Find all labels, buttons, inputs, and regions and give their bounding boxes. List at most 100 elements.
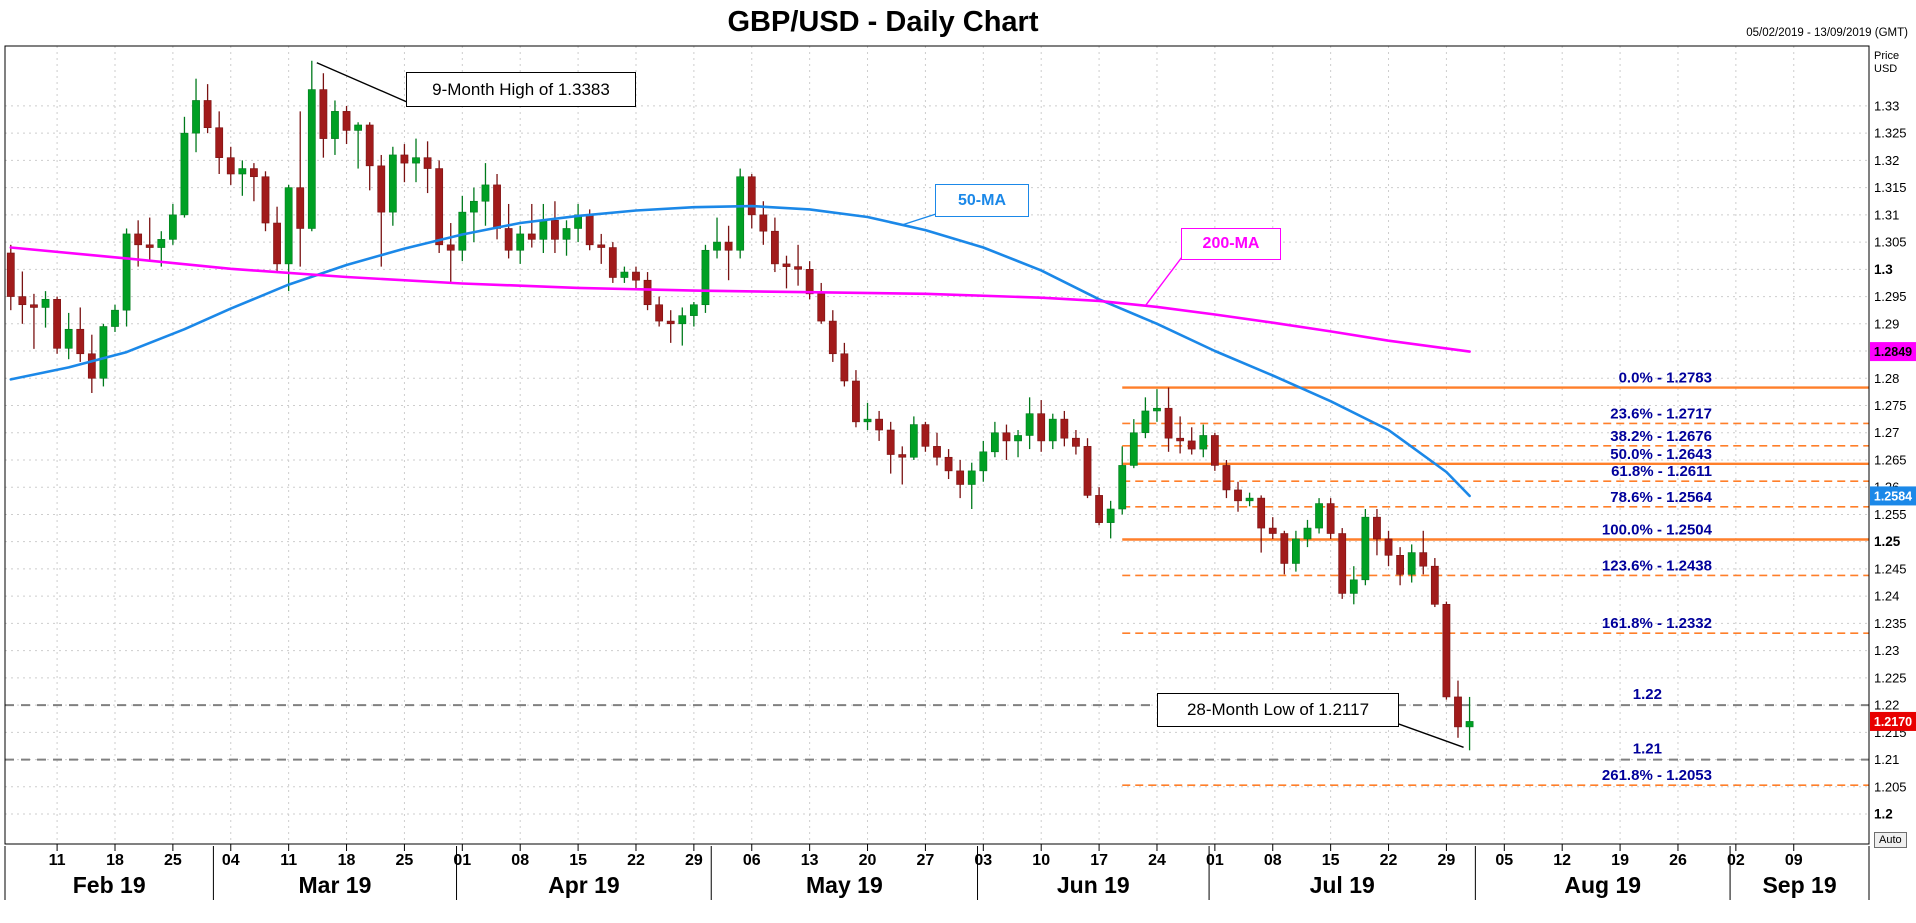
fib-level-label: 161.8% - 1.2332 [1602, 615, 1712, 632]
price-tick-label: 1.295 [1874, 289, 1907, 304]
day-tick-label: 06 [743, 852, 761, 869]
price-tick-label: 1.305 [1874, 235, 1907, 250]
price-tick-label: 1.3 [1874, 262, 1893, 277]
price-tick-label: 1.23 [1874, 643, 1899, 658]
candle [262, 177, 269, 223]
candle [702, 250, 709, 304]
day-tick-label: 19 [1611, 852, 1629, 869]
chart-window: GBP/USD - Daily Chart 05/02/2019 - 13/09… [0, 0, 1916, 923]
price-tick-label: 1.32 [1874, 153, 1899, 168]
high-annotation-callout[interactable]: 9-Month High of 1.3383 [406, 72, 636, 107]
candle [1327, 504, 1334, 534]
candle [725, 242, 732, 250]
candle [1373, 517, 1380, 539]
day-tick-label: 18 [106, 852, 124, 869]
day-tick-label: 08 [1264, 852, 1282, 869]
candle [794, 267, 801, 270]
candle [609, 248, 616, 278]
ma200-line [11, 248, 1470, 352]
candle [366, 125, 373, 166]
price-tick-label: 1.24 [1874, 589, 1899, 604]
candle [7, 253, 14, 297]
price-tick-label: 1.205 [1874, 779, 1907, 794]
candle [656, 305, 663, 321]
day-tick-label: 27 [917, 852, 935, 869]
candle [88, 354, 95, 379]
day-tick-label: 25 [164, 852, 182, 869]
candle [991, 433, 998, 452]
candle [1188, 441, 1195, 449]
ma200-label-leader [1145, 257, 1182, 306]
price-tick-label: 1.275 [1874, 398, 1907, 413]
day-tick-label: 10 [1032, 852, 1050, 869]
candle [169, 215, 176, 240]
support-line-label: 1.22 [1633, 686, 1662, 703]
month-label: Apr 19 [548, 872, 620, 898]
candle [447, 245, 454, 250]
support-line-label: 1.21 [1633, 741, 1662, 758]
fib-level-label: 123.6% - 1.2438 [1602, 557, 1712, 574]
auto-scale-button[interactable]: Auto [1874, 832, 1907, 848]
candle [77, 329, 84, 354]
day-tick-label: 25 [396, 852, 414, 869]
candle [1443, 604, 1450, 697]
candle [957, 471, 964, 485]
candle [470, 201, 477, 212]
candle [1072, 438, 1079, 446]
candle [1304, 528, 1311, 539]
annotation-leaders [317, 63, 1464, 748]
candle [135, 234, 142, 245]
candle [65, 329, 72, 348]
candle [933, 446, 940, 457]
day-tick-label: 22 [627, 852, 645, 869]
candle [1119, 465, 1126, 509]
candle [216, 128, 223, 158]
candle [1223, 465, 1230, 490]
candle [1246, 498, 1253, 501]
candle [54, 299, 61, 348]
candle [111, 310, 118, 326]
day-tick-label: 13 [801, 852, 819, 869]
candle [644, 280, 651, 305]
price-tick-label: 1.235 [1874, 616, 1907, 631]
candle [551, 220, 558, 239]
high-callout-leader [317, 63, 407, 102]
candle [308, 90, 315, 229]
candle [1339, 534, 1346, 594]
candle [1049, 419, 1056, 441]
candle [1408, 553, 1415, 575]
price-tick-label: 1.33 [1874, 98, 1899, 113]
month-label: Sep 19 [1762, 872, 1836, 898]
day-tick-label: 15 [1322, 852, 1340, 869]
candle [1315, 504, 1322, 529]
month-label: Jun 19 [1057, 872, 1130, 898]
price-tick-label: 1.245 [1874, 561, 1907, 576]
day-tick-label: 22 [1380, 852, 1398, 869]
fib-level-label: 23.6% - 1.2717 [1610, 405, 1712, 422]
candle [806, 269, 813, 294]
ma50-label-box[interactable]: 50-MA [935, 184, 1029, 217]
candle [1026, 414, 1033, 436]
month-label: May 19 [806, 872, 883, 898]
price-tick-label: 1.29 [1874, 316, 1899, 331]
candle [1431, 566, 1438, 604]
candle [412, 158, 419, 163]
price-axis-title-line1: Price [1874, 50, 1899, 63]
candle [355, 125, 362, 130]
low-annotation-callout[interactable]: 28-Month Low of 1.2117 [1157, 693, 1399, 727]
candle [297, 188, 304, 229]
fib-level-label: 38.2% - 1.2676 [1610, 428, 1712, 445]
candle [667, 321, 674, 324]
candle [204, 100, 211, 127]
candle [713, 242, 720, 250]
time-axis: 1118250411182501081522290613202703101724… [5, 844, 1869, 900]
chart-plot-area[interactable]: 0.0% - 1.278323.6% - 1.271738.2% - 1.267… [0, 0, 1916, 923]
price-tick-label: 1.27 [1874, 425, 1899, 440]
ma200-label-box[interactable]: 200-MA [1181, 228, 1281, 260]
candle [1153, 408, 1160, 411]
candle [887, 430, 894, 455]
candle [690, 305, 697, 316]
candle [1084, 446, 1091, 495]
candle [598, 245, 605, 248]
price-axis-title: Price USD [1874, 50, 1899, 76]
